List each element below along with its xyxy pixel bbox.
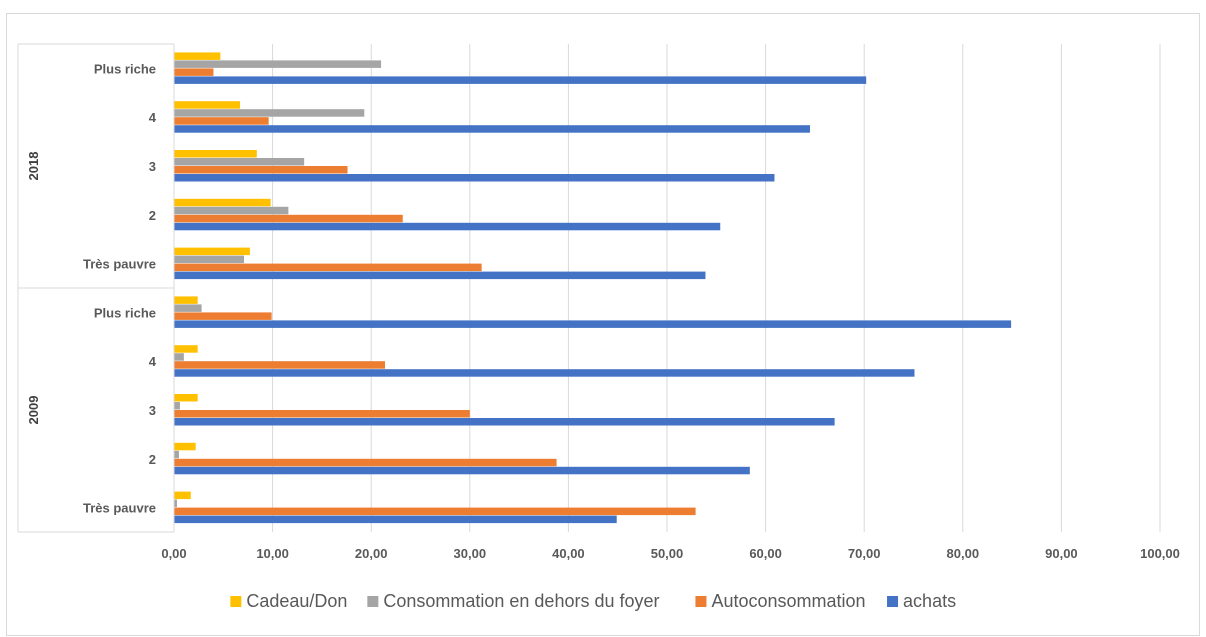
bar-consommation-en-dehors-du-foyer [174,499,177,508]
group-label: 2009 [26,396,41,425]
axes: 0,00 10,00 20,00 30,00 40,00 50,00 60,00 70,00 8… [17,43,1180,561]
bar-cadeau-don [174,394,198,402]
bar-autoconsommation [174,214,403,223]
y-category-label: Plus riche [94,61,156,76]
bar-cadeau-don [174,491,191,500]
x-tick-label: 100,00 [1140,546,1180,561]
bar-cadeau-don [174,101,241,109]
bar-cadeau-don [174,442,196,451]
bar-achats [174,271,706,280]
bar-cadeau-don [174,198,271,207]
bar-cadeau-don [174,247,250,256]
legend-swatch [367,596,379,607]
bar-consommation-en-dehors-du-foyer [174,402,180,410]
bar-achats [174,369,915,377]
x-tick-label: 0,00 [161,546,186,561]
bar-autoconsommation [174,68,214,76]
x-tick-label: 10,00 [256,546,289,561]
bar-achats [174,466,750,475]
bar-consommation-en-dehors-du-foyer [174,450,179,459]
x-tick-label: 80,00 [947,546,980,561]
bar-achats [174,515,617,524]
legend-label: Consommation en dehors du foyer [383,591,659,611]
y-category-label: 3 [149,159,156,174]
bar-achats [174,418,835,426]
x-tick-label: 20,00 [355,546,388,561]
y-category-label: 2 [149,452,156,467]
legend-label: achats [903,591,956,611]
bar-consommation-en-dehors-du-foyer [174,304,202,312]
bar-autoconsommation [174,312,272,320]
bar-autoconsommation [174,410,470,418]
y-category-label: Très pauvre [83,257,156,272]
bar-consommation-en-dehors-du-foyer [174,158,305,166]
bar-autoconsommation [174,166,348,174]
y-category-label: 3 [149,403,156,418]
legend-label: Cadeau/Don [246,591,347,611]
y-category-label: 2 [149,208,156,223]
bar-consommation-en-dehors-du-foyer [174,60,382,68]
bar-consommation-en-dehors-du-foyer [174,206,289,215]
bar-autoconsommation [174,263,482,272]
bar-achats [174,125,810,133]
legend-swatch [695,596,707,607]
bar-cadeau-don [174,150,257,158]
legend: Cadeau/Don Consommation en dehors du foye… [230,591,956,611]
legend-swatch [230,596,242,607]
y-category-label: 4 [149,110,157,125]
bar-autoconsommation [174,507,696,516]
bar-achats [174,174,775,182]
bar-cadeau-don [174,296,198,304]
bar-consommation-en-dehors-du-foyer [174,109,365,117]
y-category-label: 4 [149,354,157,369]
x-tick-label: 90,00 [1045,546,1078,561]
x-tick-label: 70,00 [848,546,881,561]
y-category-label: Plus riche [94,305,156,320]
bar-consommation-en-dehors-du-foyer [174,353,184,361]
x-tick-label: 30,00 [454,546,487,561]
bar-autoconsommation [174,361,386,369]
bar-cadeau-don [174,345,198,353]
legend-swatch [887,596,899,607]
group-label: 2018 [26,152,41,181]
bar-consommation-en-dehors-du-foyer [174,255,245,264]
legend-label: Autoconsommation [711,591,865,611]
bar-achats [174,320,1012,328]
bars [174,52,1012,524]
bar-autoconsommation [174,117,269,125]
bar-achats [174,222,721,231]
y-category-label: Très pauvre [83,501,156,516]
bar-cadeau-don [174,52,221,60]
x-tick-label: 50,00 [651,546,684,561]
x-tick-label: 40,00 [552,546,585,561]
bar-autoconsommation [174,458,557,467]
x-tick-label: 60,00 [749,546,782,561]
bar-achats [174,76,867,84]
